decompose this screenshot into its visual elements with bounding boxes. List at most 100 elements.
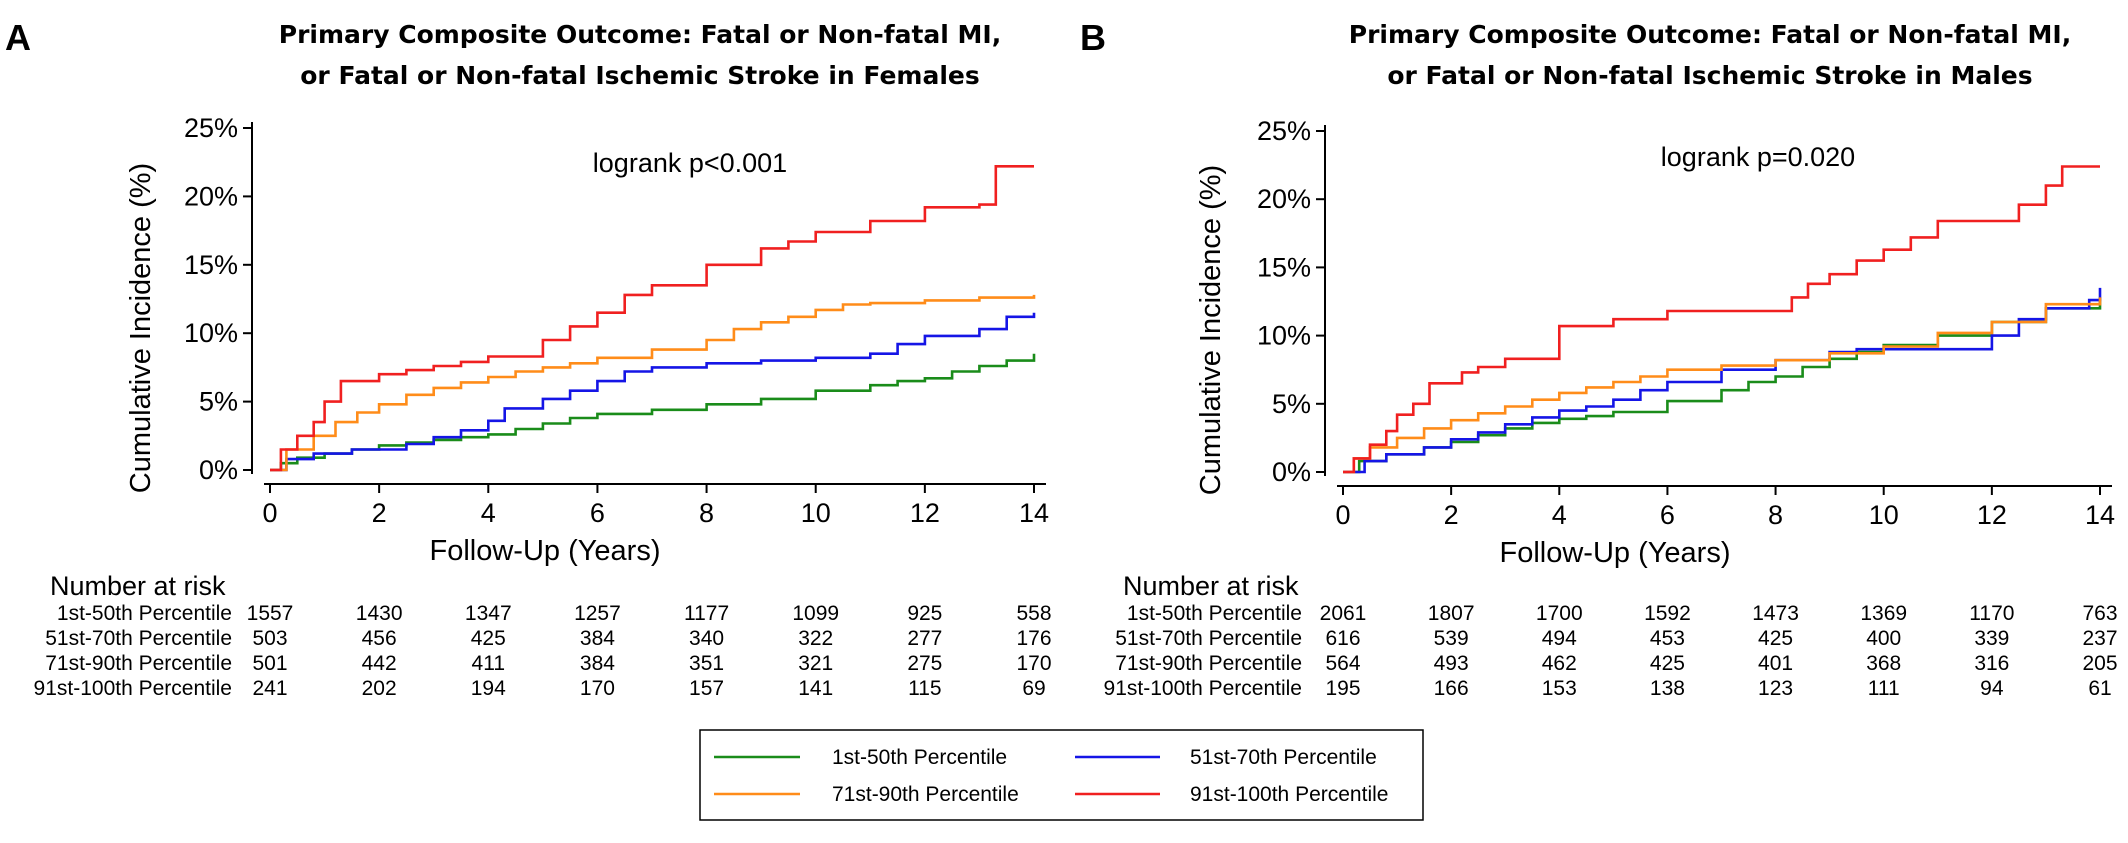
panel-b-risk-value: 166 — [1434, 677, 1469, 700]
panel-a-risk-value: 1557 — [247, 602, 294, 625]
panel-a-risk-value: 1347 — [465, 602, 512, 625]
panel-b-risk-value: 493 — [1434, 652, 1469, 675]
panel-a-risk-value: 176 — [1016, 627, 1051, 650]
panel-b-risk-row-label: 1st-50th Percentile — [1127, 602, 1302, 625]
panel-b-title-line-2: or Fatal or Non-fatal Ischemic Stroke in… — [1387, 61, 2032, 90]
panel-a-x-tick-label: 0 — [262, 498, 277, 528]
panel-b-y-tick-label: 15% — [1257, 252, 1311, 282]
panel-a-x-tick-label: 10 — [801, 498, 831, 528]
panel-b-x-axis-label: Follow-Up (Years) — [1500, 537, 1731, 569]
panel-b-y-tick-label: 20% — [1257, 184, 1311, 214]
panel-b: B Primary Composite Outcome: Fatal or No… — [1080, 17, 2118, 700]
panel-b-risk-value: 1807 — [1428, 602, 1475, 625]
panel-b-y-tick-label: 5% — [1272, 389, 1311, 419]
panel-a-risk-value: 925 — [907, 602, 942, 625]
panel-a-risk-value: 322 — [798, 627, 833, 650]
panel-a-risk-value: 202 — [362, 677, 397, 700]
panel-a-y-tick-label: 0% — [199, 455, 238, 485]
panel-b-number-at-risk-heading: Number at risk — [1123, 571, 1299, 601]
panel-b-risk-value: 425 — [1650, 652, 1685, 675]
panel-a-title-line-2: or Fatal or Non-fatal Ischemic Stroke in… — [300, 61, 980, 90]
panel-a-risk-value: 157 — [689, 677, 724, 700]
panel-a-risk-value: 170 — [580, 677, 615, 700]
panel-a-risk-value: 503 — [252, 627, 287, 650]
panel-b-risk-value: 2061 — [1320, 602, 1367, 625]
panel-a-risk-value: 170 — [1016, 652, 1051, 675]
panel-a-risk-value: 351 — [689, 652, 724, 675]
panel-a-risk-value: 1257 — [574, 602, 621, 625]
panel-a-risk-value: 277 — [907, 627, 942, 650]
panel-b-logrank: logrank p=0.020 — [1661, 142, 1855, 172]
panel-b-risk-value: 339 — [1974, 627, 2009, 650]
panel-b-risk-value: 1369 — [1860, 602, 1907, 625]
panel-a-x-tick-label: 2 — [372, 498, 387, 528]
panel-a-risk-value: 425 — [471, 627, 506, 650]
panel-b-risk-value: 616 — [1325, 627, 1360, 650]
panel-b-x-tick-label: 6 — [1660, 500, 1675, 530]
panel-a-series-71st-90th-percentile — [270, 294, 1036, 472]
panel-a-risk-value: 69 — [1022, 677, 1045, 700]
panel-b-risk-value: 237 — [2082, 627, 2117, 650]
panel-b-risk-value: 400 — [1866, 627, 1901, 650]
panel-b-risk-value: 425 — [1758, 627, 1793, 650]
panel-a-risk-value: 115 — [908, 677, 941, 700]
legend-label-1st-50th: 1st-50th Percentile — [832, 746, 1007, 769]
panel-b-risk-value: 316 — [1974, 652, 2009, 675]
panel-a-risk-value: 384 — [580, 627, 615, 650]
panel-a-y-tick-label: 25% — [184, 113, 238, 143]
panel-a-title-line-1: Primary Composite Outcome: Fatal or Non-… — [279, 20, 1001, 49]
panel-b-risk-value: 368 — [1866, 652, 1901, 675]
panel-b-risk-value: 1592 — [1644, 602, 1691, 625]
legend-label-71st-90th: 71st-90th Percentile — [832, 783, 1019, 806]
panel-a-risk-row-label: 91st-100th Percentile — [34, 677, 232, 700]
panel-b-y-tick-label: 25% — [1257, 116, 1311, 146]
panel-b-risk-value: 539 — [1434, 627, 1469, 650]
panel-b-risk-value: 1700 — [1536, 602, 1583, 625]
panel-b-letter: B — [1080, 17, 1106, 58]
panel-b-y-tick-label: 10% — [1257, 321, 1311, 351]
panel-a-risk-value: 384 — [580, 652, 615, 675]
panel-a-risk-value: 275 — [907, 652, 942, 675]
legend-label-91st-100th: 91st-100th Percentile — [1190, 783, 1388, 806]
panel-b-x-tick-label: 12 — [1977, 500, 2007, 530]
panel-b-risk-value: 494 — [1542, 627, 1577, 650]
legend-box — [699, 729, 1424, 821]
panel-b-x-tick-label: 14 — [2085, 500, 2115, 530]
panel-a-series-51st-70th-percentile — [270, 312, 1036, 472]
panel-a-letter: A — [5, 17, 31, 58]
panel-b-title-line-1: Primary Composite Outcome: Fatal or Non-… — [1349, 20, 2071, 49]
panel-a-risk-value: 501 — [252, 652, 287, 675]
panel-b-risk-value: 462 — [1542, 652, 1577, 675]
panel-b-risk-row-label: 91st-100th Percentile — [1104, 677, 1302, 700]
panel-b-risk-row-label: 51st-70th Percentile — [1115, 627, 1302, 650]
panel-a-risk-value: 321 — [798, 652, 833, 675]
panel-b-risk-row-label: 71st-90th Percentile — [1115, 652, 1302, 675]
panel-a-risk-value: 442 — [362, 652, 397, 675]
panel-b-risk-value: 94 — [1980, 677, 2004, 700]
legend-label-51st-70th: 51st-70th Percentile — [1190, 746, 1377, 769]
panel-b-risk-value: 123 — [1758, 677, 1793, 700]
panel-a-x-tick-label: 4 — [481, 498, 496, 528]
panel-b-risk-value: 111 — [1868, 677, 1900, 700]
panel-a-y-tick-label: 20% — [184, 181, 238, 211]
panel-b-risk-value: 1170 — [1969, 602, 2014, 625]
panel-b-x-tick-label: 10 — [1869, 500, 1899, 530]
panel-b-x-tick-label: 8 — [1768, 500, 1783, 530]
panel-b-risk-value: 453 — [1650, 627, 1685, 650]
panel-a-risk-value: 194 — [471, 677, 506, 700]
panel-b-risk-value: 205 — [2082, 652, 2117, 675]
legend: 1st-50th Percentile 51st-70th Percentile… — [699, 729, 1424, 821]
panel-a-risk-value: 1099 — [792, 602, 839, 625]
panel-a-risk-value: 558 — [1016, 602, 1051, 625]
panel-a-series-91st-100th-percentile — [270, 165, 1034, 472]
panel-b-series-71st-90th-percentile — [1343, 297, 2102, 474]
panel-a-risk-value: 411 — [472, 652, 505, 675]
panel-b-y-axis-label: Cumulative Incidence (%) — [1195, 165, 1227, 495]
panel-a-y-axis-label: Cumulative Incidence (%) — [125, 163, 157, 493]
panel-a-x-tick-label: 8 — [699, 498, 714, 528]
panel-a-x-axis-label: Follow-Up (Years) — [430, 535, 661, 567]
panel-b-y-tick-label: 0% — [1272, 457, 1311, 487]
panel-b-series-51st-70th-percentile — [1343, 287, 2102, 474]
panel-a-number-at-risk-heading: Number at risk — [50, 571, 226, 601]
